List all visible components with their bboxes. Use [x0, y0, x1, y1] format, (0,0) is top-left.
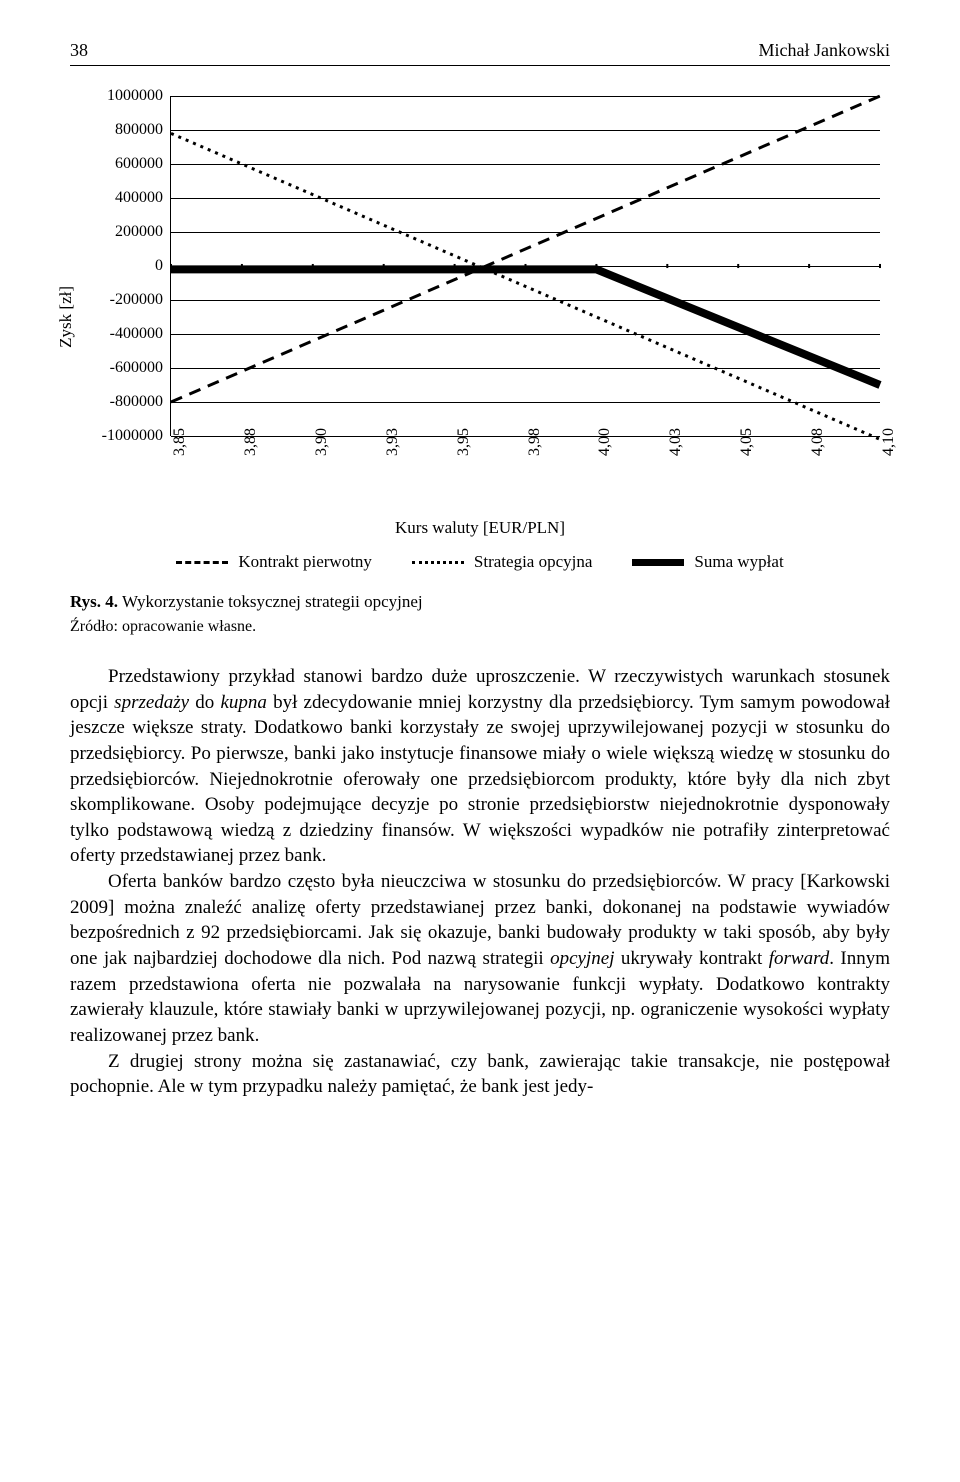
gridline: [171, 334, 880, 335]
chart-box: Zysk [zł] 100000080000060000040000020000…: [70, 96, 890, 476]
body-text: Przedstawiony przykład stanowi bardzo du…: [70, 664, 890, 1100]
plot-area: 10000008000006000004000002000000-200000-…: [170, 96, 880, 436]
paragraph-1: Przedstawiony przykład stanowi bardzo du…: [70, 664, 890, 869]
chart-container: Zysk [zł] 100000080000060000040000020000…: [70, 96, 890, 572]
y-tick-label: 1000000: [107, 87, 171, 105]
y-tick-label: -400000: [110, 325, 171, 343]
x-tick-label: 3,93: [384, 428, 402, 456]
y-tick-label: 800000: [115, 121, 171, 139]
legend-item-option: Strategia opcyjna: [412, 552, 593, 572]
x-tick-label: 3,95: [455, 428, 473, 456]
gridline: [171, 198, 880, 199]
x-tick-label: 4,03: [667, 428, 685, 456]
legend-item-contract: Kontrakt pierwotny: [176, 552, 372, 572]
legend-swatch-dotted: [412, 561, 464, 564]
x-tick-label: 4,10: [880, 428, 898, 456]
paragraph-3: Z drugiej strony można się zastanawiać, …: [70, 1049, 890, 1100]
x-tick-label: 4,08: [809, 428, 827, 456]
legend-label-contract: Kontrakt pierwotny: [238, 552, 372, 572]
legend-swatch-dashed: [176, 561, 228, 564]
x-tick-label: 3,98: [526, 428, 544, 456]
series-line: [171, 133, 880, 439]
legend: Kontrakt pierwotny Strategia opcyjna Sum…: [70, 552, 890, 572]
page: 38 Michał Jankowski Zysk [zł] 1000000800…: [0, 0, 960, 1160]
figure-label: Rys. 4.: [70, 592, 118, 611]
figure-caption-text: Wykorzystanie toksycznej strategii opcyj…: [122, 592, 423, 611]
gridline: [171, 130, 880, 131]
y-tick-label: -800000: [110, 393, 171, 411]
gridline: [171, 232, 880, 233]
page-number: 38: [70, 40, 88, 61]
y-tick-label: 0: [155, 257, 171, 275]
gridline: [171, 402, 880, 403]
legend-label-sum: Suma wypłat: [694, 552, 783, 572]
x-tick-label: 4,05: [738, 428, 756, 456]
gridline: [171, 96, 880, 97]
x-tick-label: 3,85: [171, 428, 189, 456]
gridline: [171, 266, 880, 267]
x-tick-label: 4,00: [596, 428, 614, 456]
gridline: [171, 300, 880, 301]
y-tick-label: 400000: [115, 189, 171, 207]
legend-swatch-sum: [632, 559, 684, 566]
legend-label-option: Strategia opcyjna: [474, 552, 593, 572]
x-axis-title: Kurs waluty [EUR/PLN]: [70, 518, 890, 538]
gridline: [171, 164, 880, 165]
y-tick-label: -200000: [110, 291, 171, 309]
y-tick-label: 200000: [115, 223, 171, 241]
y-tick-label: -600000: [110, 359, 171, 377]
series-line: [171, 96, 880, 402]
x-tick-label: 3,90: [313, 428, 331, 456]
page-header: 38 Michał Jankowski: [70, 40, 890, 66]
legend-item-sum: Suma wypłat: [632, 552, 783, 572]
y-tick-label: 600000: [115, 155, 171, 173]
gridline: [171, 368, 880, 369]
header-author: Michał Jankowski: [759, 40, 890, 61]
y-tick-label: -1000000: [102, 427, 171, 445]
figure-caption: Rys. 4. Wykorzystanie toksycznej strateg…: [70, 592, 890, 612]
figure-source: Źródło: opracowanie własne.: [70, 618, 890, 636]
y-axis-title: Zysk [zł]: [56, 286, 76, 348]
x-tick-label: 3,88: [242, 428, 260, 456]
paragraph-2: Oferta banków bardzo często była nieuczc…: [70, 869, 890, 1048]
